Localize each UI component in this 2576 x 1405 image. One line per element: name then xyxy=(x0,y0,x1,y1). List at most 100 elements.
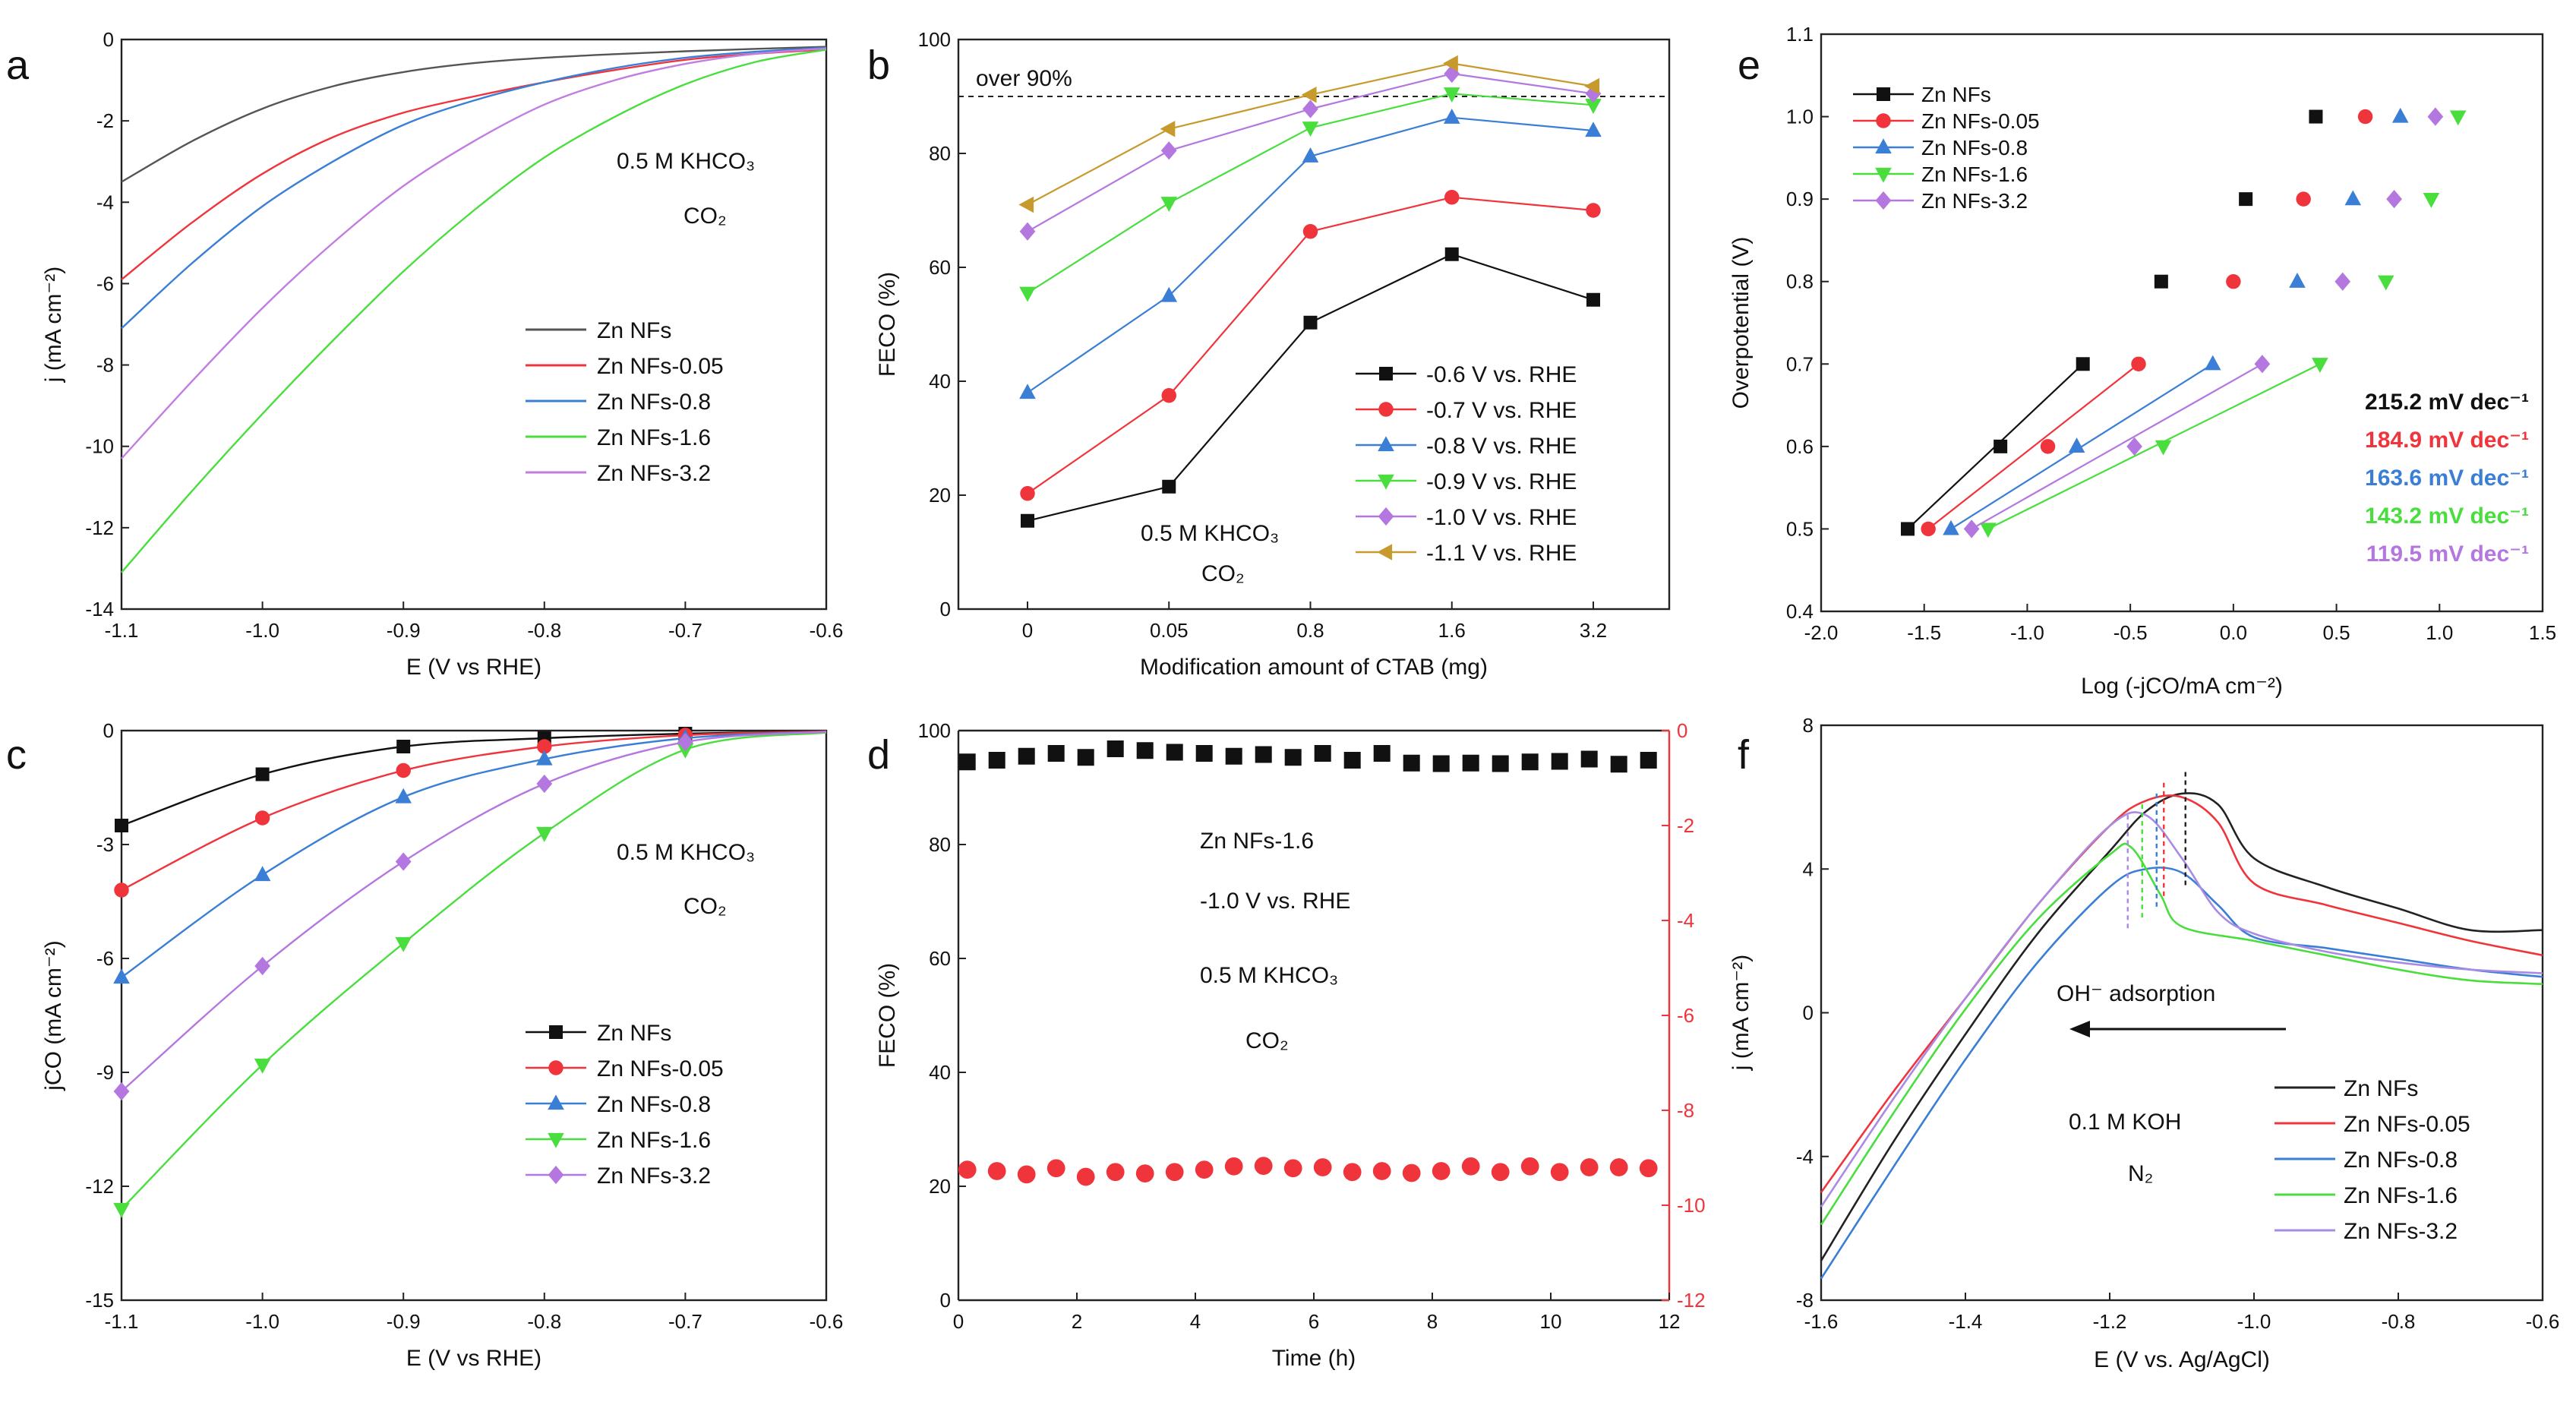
data-point-e xyxy=(2309,109,2323,124)
x-axis-label-e: Log (-jCO/mA cm⁻²) xyxy=(2081,674,2283,699)
y-tick-label: 0.8 xyxy=(1786,270,1814,293)
y-tick-label: 80 xyxy=(929,142,951,165)
legend-marker-b xyxy=(1377,544,1393,560)
fit-line-e xyxy=(1987,363,2321,530)
data-point-b xyxy=(1444,247,1459,261)
data-point-e xyxy=(2076,357,2090,371)
y-tick-label: -14 xyxy=(85,598,114,620)
panel-letter-d: d xyxy=(867,732,890,778)
legend-label-b: -1.0 V vs. RHE xyxy=(1426,505,1577,530)
y2-tick-label: -4 xyxy=(1677,909,1694,932)
legend-marker-e xyxy=(1875,167,1892,183)
x-tick-label: -0.8 xyxy=(527,1310,561,1333)
tafel-slope-label-e: 215.2 mV dec⁻¹ xyxy=(2365,390,2529,415)
legend-label-b: -0.6 V vs. RHE xyxy=(1426,362,1577,387)
data-point-c xyxy=(115,819,128,832)
x-tick-label: -0.6 xyxy=(810,619,844,642)
legend-marker-b xyxy=(1378,402,1394,417)
data-point-d xyxy=(1165,1163,1184,1182)
data-point-d xyxy=(1580,1158,1599,1176)
x-axis-label-a: E (V vs RHE) xyxy=(406,655,541,680)
data-point-b xyxy=(1585,84,1602,103)
y2-tick-label: -12 xyxy=(1677,1289,1706,1312)
legend-label-c: Zn NFs-0.8 xyxy=(597,1092,711,1117)
y-tick-label: -10 xyxy=(85,435,114,458)
data-point-e xyxy=(2427,107,2444,126)
data-point-e xyxy=(2386,189,2402,209)
legend-label-e: Zn NFs-3.2 xyxy=(1921,189,2028,213)
data-point-d xyxy=(988,752,1005,769)
data-point-d xyxy=(1372,1162,1391,1180)
x-tick-label: 0 xyxy=(1022,619,1033,642)
data-point-e xyxy=(2239,192,2253,207)
data-point-e xyxy=(2312,358,2328,373)
data-point-b xyxy=(1162,479,1176,494)
data-point-b xyxy=(1302,147,1319,163)
annotation-d: CO₂ xyxy=(1245,1028,1289,1053)
data-point-e xyxy=(2334,272,2351,291)
legend-marker-b xyxy=(1378,436,1394,452)
data-point-d xyxy=(1343,752,1361,769)
data-point-c xyxy=(254,956,270,976)
x-tick-label: -1.0 xyxy=(2237,1310,2271,1333)
data-point-d xyxy=(1492,755,1509,772)
annotation-c: CO₂ xyxy=(683,894,727,919)
data-point-d xyxy=(1580,750,1598,768)
fit-line-e xyxy=(1927,363,2139,530)
data-point-b xyxy=(1443,55,1458,72)
y2-tick-label: -8 xyxy=(1677,1099,1694,1122)
legend-label-c: Zn NFs-1.6 xyxy=(597,1128,711,1153)
data-point-e xyxy=(2254,355,2271,374)
series-line-f xyxy=(1820,842,2543,1226)
data-point-b xyxy=(1443,87,1460,103)
plot-frame-f xyxy=(1820,724,2544,1302)
panel-letter-c: c xyxy=(6,732,27,778)
tafel-slope-label-e: 184.9 mV dec⁻¹ xyxy=(2365,428,2529,453)
data-point-e xyxy=(1994,439,2008,453)
data-point-d xyxy=(1195,745,1213,762)
legend-label-b: -0.9 V vs. RHE xyxy=(1426,469,1577,494)
data-point-d xyxy=(1610,756,1627,773)
data-point-d xyxy=(1313,1158,1332,1176)
y-axis-label-f: j (mA cm⁻²) xyxy=(1728,955,1754,1071)
data-point-d xyxy=(1017,1165,1036,1184)
x-tick-label: -0.9 xyxy=(387,1310,421,1333)
data-point-c xyxy=(536,750,553,766)
plot-frame-e xyxy=(1820,33,2544,613)
data-point-b xyxy=(1586,292,1600,307)
data-point-d xyxy=(1077,749,1094,766)
y-tick-label: 0.7 xyxy=(1786,352,1814,375)
legend-label-b: -0.7 V vs. RHE xyxy=(1426,398,1577,423)
series-line-c xyxy=(121,731,827,1092)
x-tick-label: 4 xyxy=(1190,1310,1201,1333)
data-point-e xyxy=(1921,521,1936,537)
x-tick-label: 1.5 xyxy=(2529,621,2556,644)
y-tick-label: -8 xyxy=(1796,1289,1814,1312)
legend-label-f: Zn NFs xyxy=(2344,1076,2418,1101)
x-tick-label: -0.8 xyxy=(2382,1310,2416,1333)
x-axis-label-c: E (V vs RHE) xyxy=(406,1346,541,1371)
data-point-b xyxy=(1018,196,1034,213)
x-tick-label: 0.8 xyxy=(1296,619,1324,642)
y-tick-label: 0.6 xyxy=(1786,435,1814,458)
data-point-d xyxy=(1373,745,1391,762)
x-tick-label: -1.1 xyxy=(105,1310,139,1333)
legend-marker-e xyxy=(1877,87,1890,101)
x-tick-label: 6 xyxy=(1309,1310,1319,1333)
data-point-b xyxy=(1020,486,1035,501)
data-point-e xyxy=(2296,191,2311,207)
plot-frame-b xyxy=(957,38,1671,611)
series-line-a xyxy=(121,46,827,330)
y-tick-label: 0.9 xyxy=(1786,188,1814,210)
y2-tick-label: -10 xyxy=(1677,1194,1706,1217)
data-point-d xyxy=(1284,749,1302,766)
data-point-e xyxy=(1901,522,1915,536)
x-tick-label: -1.0 xyxy=(245,1310,279,1333)
y-tick-label: -12 xyxy=(85,1175,114,1198)
data-point-b xyxy=(1160,120,1176,137)
series-line-f xyxy=(1820,794,2543,1193)
legend-marker-e xyxy=(1875,138,1892,154)
data-point-c xyxy=(396,762,411,778)
y-tick-label: 20 xyxy=(929,1175,951,1198)
x-tick-label: -1.1 xyxy=(105,619,139,642)
